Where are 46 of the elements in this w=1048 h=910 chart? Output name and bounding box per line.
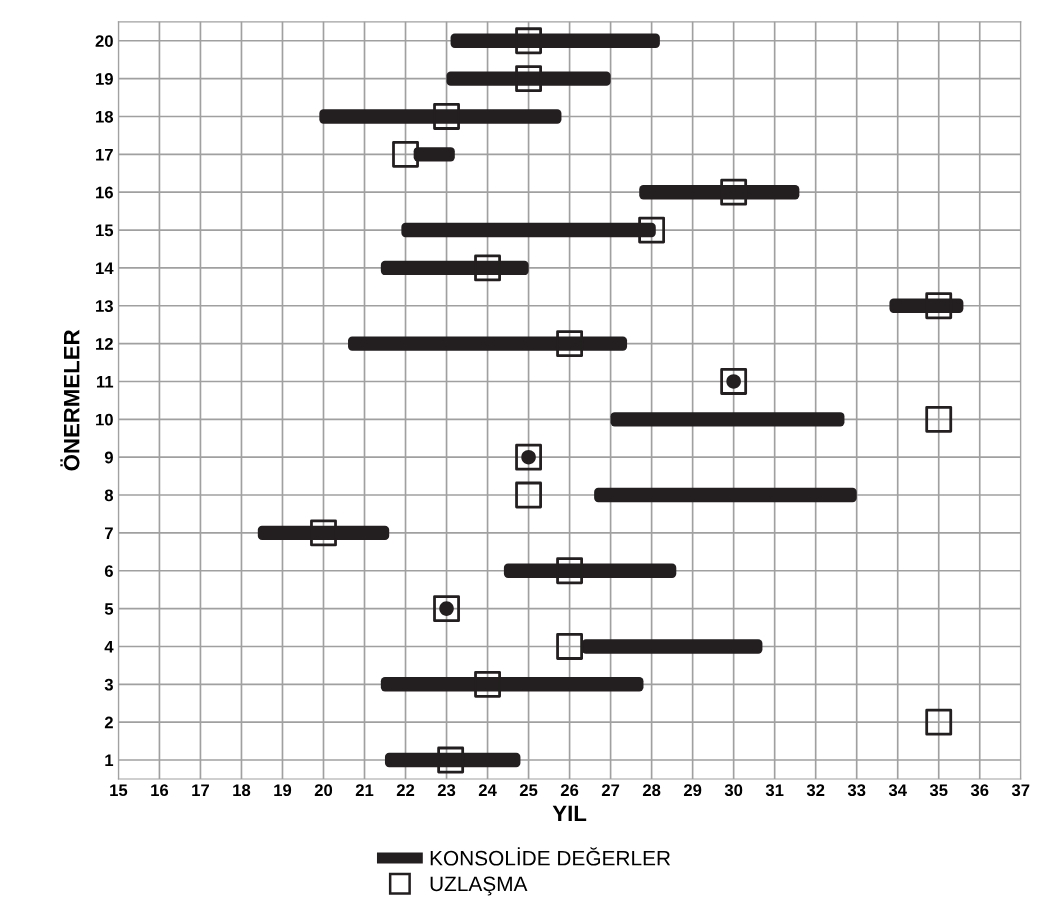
x-tick-label: 19: [274, 784, 292, 797]
x-tick-label: 27: [601, 784, 620, 796]
x-tick-label: 35: [929, 784, 948, 797]
x-tick-label: 25: [519, 784, 538, 797]
x-tick-label: 17: [192, 784, 209, 796]
y-tick-label: 8: [104, 489, 114, 502]
x-tick-label: 28: [642, 784, 661, 797]
y-tick-label: 16: [96, 186, 113, 199]
y-tick-label: 20: [95, 35, 113, 47]
y-tick-label: 14: [96, 262, 114, 274]
y-tick-label: 13: [96, 300, 113, 312]
x-tick-label: 30: [724, 784, 743, 797]
y-tick-label: 6: [104, 565, 113, 577]
y-tick-label: 9: [104, 451, 113, 464]
x-tick-label: 18: [233, 784, 251, 797]
legend-label: UZLAŞMA: [430, 876, 528, 896]
y-tick-label: 19: [96, 73, 113, 85]
x-tick-label: 20: [314, 784, 333, 797]
y-tick-label: 5: [104, 603, 114, 615]
y-tick-label: 17: [96, 148, 113, 161]
x-tick-label: 36: [970, 784, 989, 797]
x-tick-label: 33: [847, 784, 866, 797]
x-tick-label: 26: [560, 784, 579, 797]
y-tick-label: 7: [105, 527, 113, 539]
x-tick-label: 31: [765, 784, 784, 797]
x-tick-label: 23: [437, 784, 456, 797]
y-tick-label: 4: [104, 641, 114, 653]
y-tick-label: 12: [96, 338, 113, 350]
y-tick-label: 1: [105, 754, 114, 767]
x-axis-title: YIL: [552, 805, 587, 822]
x-tick-label: 22: [396, 784, 415, 796]
x-tick-label: 24: [478, 784, 497, 796]
x-tick-label: 16: [151, 784, 169, 797]
y-tick-label: 2: [104, 716, 113, 729]
x-tick-label: 29: [683, 784, 702, 797]
y-tick-label: 18: [96, 110, 114, 123]
y-tick-label: 11: [96, 376, 114, 388]
x-tick-label: 21: [355, 784, 374, 796]
x-tick-label: 34: [888, 784, 907, 797]
y-tick-label: 15: [96, 224, 114, 237]
y-tick-label: 3: [104, 678, 113, 691]
legend-label: KONSOLİDE DEĞERLER: [430, 847, 671, 866]
x-tick-label: 37: [1011, 784, 1030, 797]
y-tick-label: 10: [96, 413, 113, 426]
y-axis-title: ÖNERMELER: [60, 329, 80, 471]
x-tick-label: 32: [806, 784, 825, 797]
